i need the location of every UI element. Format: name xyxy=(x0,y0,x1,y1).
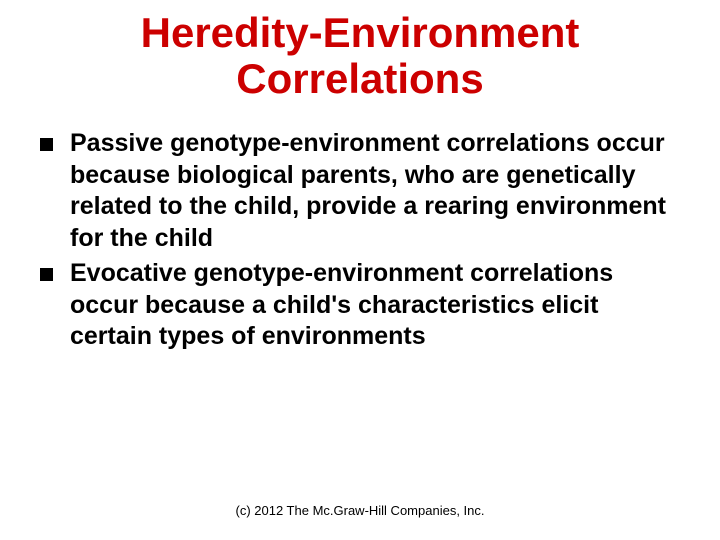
copyright-footer: (c) 2012 The Mc.Graw-Hill Companies, Inc… xyxy=(0,503,720,518)
title-line2: Correlations xyxy=(236,55,483,102)
list-item: Evocative genotype-environment correlati… xyxy=(34,258,686,353)
bullet-text: Evocative genotype-environment correlati… xyxy=(70,259,613,350)
slide: Heredity-Environment Correlations Passiv… xyxy=(0,0,720,540)
footer-text: (c) 2012 The Mc.Graw-Hill Companies, Inc… xyxy=(235,503,484,518)
bullet-list: Passive genotype-environment correlation… xyxy=(34,128,686,353)
title-line1: Heredity-Environment xyxy=(141,9,580,56)
list-item: Passive genotype-environment correlation… xyxy=(34,128,686,254)
slide-title: Heredity-Environment Correlations xyxy=(34,10,686,102)
bullet-text: Passive genotype-environment correlation… xyxy=(70,129,666,252)
